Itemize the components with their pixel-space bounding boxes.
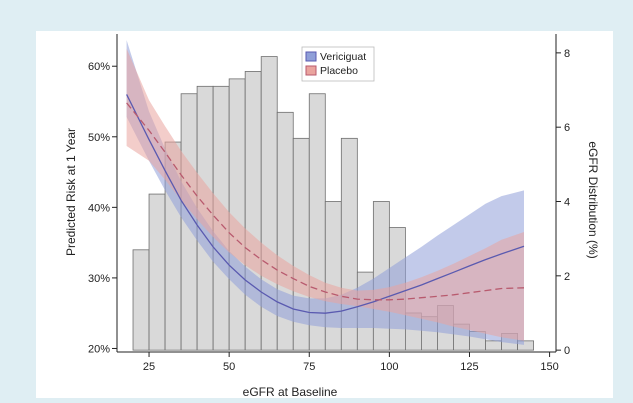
histogram-bar xyxy=(228,78,246,351)
histogram-bar xyxy=(148,193,166,351)
legend-swatch xyxy=(305,51,317,62)
y-right-tick-label: 0 xyxy=(564,345,570,357)
axes: 25 50 75 100 125 150 20% 30% 40% 50% 60% 0 2 4 6 8 xyxy=(88,34,570,373)
y-right-tick-label: 6 xyxy=(564,122,570,134)
x-tick-label: 50 xyxy=(223,361,235,373)
y-left-tick-label: 20% xyxy=(88,343,110,355)
x-tick-label: 125 xyxy=(460,361,478,373)
band-placebo xyxy=(126,48,524,341)
legend-label: Vericiguat xyxy=(320,51,366,63)
y-axis-right-label: eGFR Distribution (%) xyxy=(586,141,600,258)
y-right-tick-label: 2 xyxy=(564,271,570,283)
histogram-bar xyxy=(132,249,150,351)
y-left-tick-label: 40% xyxy=(88,202,110,214)
x-tick-label: 150 xyxy=(540,361,558,373)
histogram-bar xyxy=(517,340,534,351)
y-left-tick-label: 50% xyxy=(88,132,110,144)
histogram-bar xyxy=(244,71,262,351)
legend-label: Placebo xyxy=(320,65,358,77)
y-right-tick-label: 4 xyxy=(564,197,570,209)
legend-swatch xyxy=(305,65,317,76)
series-lines xyxy=(126,94,525,314)
y-left-tick-label: 30% xyxy=(88,273,110,285)
x-axis-label: eGFR at Baseline xyxy=(243,385,338,399)
histogram-bar xyxy=(485,340,502,351)
y-left-tick-label: 60% xyxy=(88,61,110,73)
legend: Vericiguat Placebo xyxy=(301,46,375,82)
x-tick-label: 100 xyxy=(380,361,398,373)
line-vericiguat xyxy=(126,94,525,314)
confidence-bands xyxy=(126,40,524,345)
band-vericiguat xyxy=(126,40,524,345)
x-tick-label: 75 xyxy=(303,361,315,373)
y-right-tick-label: 8 xyxy=(564,48,570,60)
y-axis-left-label: Predicted Risk at 1 Year xyxy=(64,128,78,256)
line-placebo xyxy=(126,102,525,301)
x-tick-label: 25 xyxy=(143,361,155,373)
